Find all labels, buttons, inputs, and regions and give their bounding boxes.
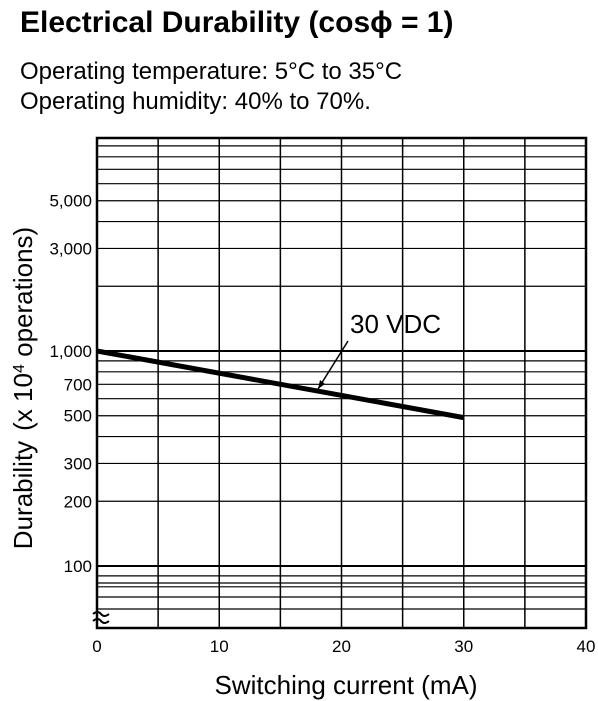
annotation-arrowhead [318, 380, 325, 389]
series-layer [96, 348, 465, 421]
x-tick-label: 10 [210, 637, 229, 656]
y-axis-label-main: Durability [8, 441, 38, 549]
y-tick-label: 3,000 [49, 239, 92, 258]
y-axis-label: Durability (x 104 operations) [8, 227, 38, 549]
y-tick-labels: 5,000 3,000 1,000 700 500 300 200 100 [49, 192, 92, 576]
y-tick-label: 200 [64, 492, 92, 511]
x-tick-label: 20 [332, 637, 351, 656]
y-tick-label: 1,000 [49, 342, 92, 361]
series-annotation: 30 VDC [350, 309, 441, 339]
x-axis-label: Switching current (mA) [215, 670, 478, 700]
y-tick-label: 5,000 [49, 192, 92, 211]
series-line-30-vdc [96, 348, 465, 421]
operating-temperature-text: Operating temperature: 5°C to 35°C [20, 58, 403, 85]
plot-frame [95, 136, 588, 630]
y-tick-label: 100 [64, 557, 92, 576]
operating-humidity-text: Operating humidity: 40% to 70%. [20, 88, 371, 115]
y-tick-label: 300 [64, 454, 92, 473]
x-tick-labels: 0 10 20 30 40 [92, 637, 595, 656]
x-tick-label: 0 [92, 637, 101, 656]
y-tick-label: 500 [64, 407, 92, 426]
grid-lines [97, 138, 586, 628]
page-title: Electrical Durability (cosϕ = 1) [20, 6, 454, 39]
x-tick-label: 30 [454, 637, 473, 656]
y-axis-label-unit-prefix: (x 10 [8, 373, 38, 431]
y-tick-label: 700 [64, 375, 92, 394]
x-tick-label: 40 [577, 637, 596, 656]
axis-break-mark [92, 611, 110, 624]
y-axis-label-unit-suffix: operations) [8, 227, 38, 364]
annotation-leader [317, 340, 349, 390]
y-axis-label-unit-exp: 4 [11, 364, 28, 373]
